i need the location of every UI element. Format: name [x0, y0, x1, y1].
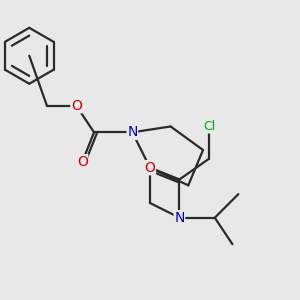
Text: Cl: Cl [203, 120, 215, 133]
Text: N: N [174, 211, 184, 225]
Text: O: O [71, 99, 82, 113]
Text: N: N [127, 125, 137, 139]
Text: O: O [145, 161, 155, 175]
Text: O: O [77, 155, 88, 169]
